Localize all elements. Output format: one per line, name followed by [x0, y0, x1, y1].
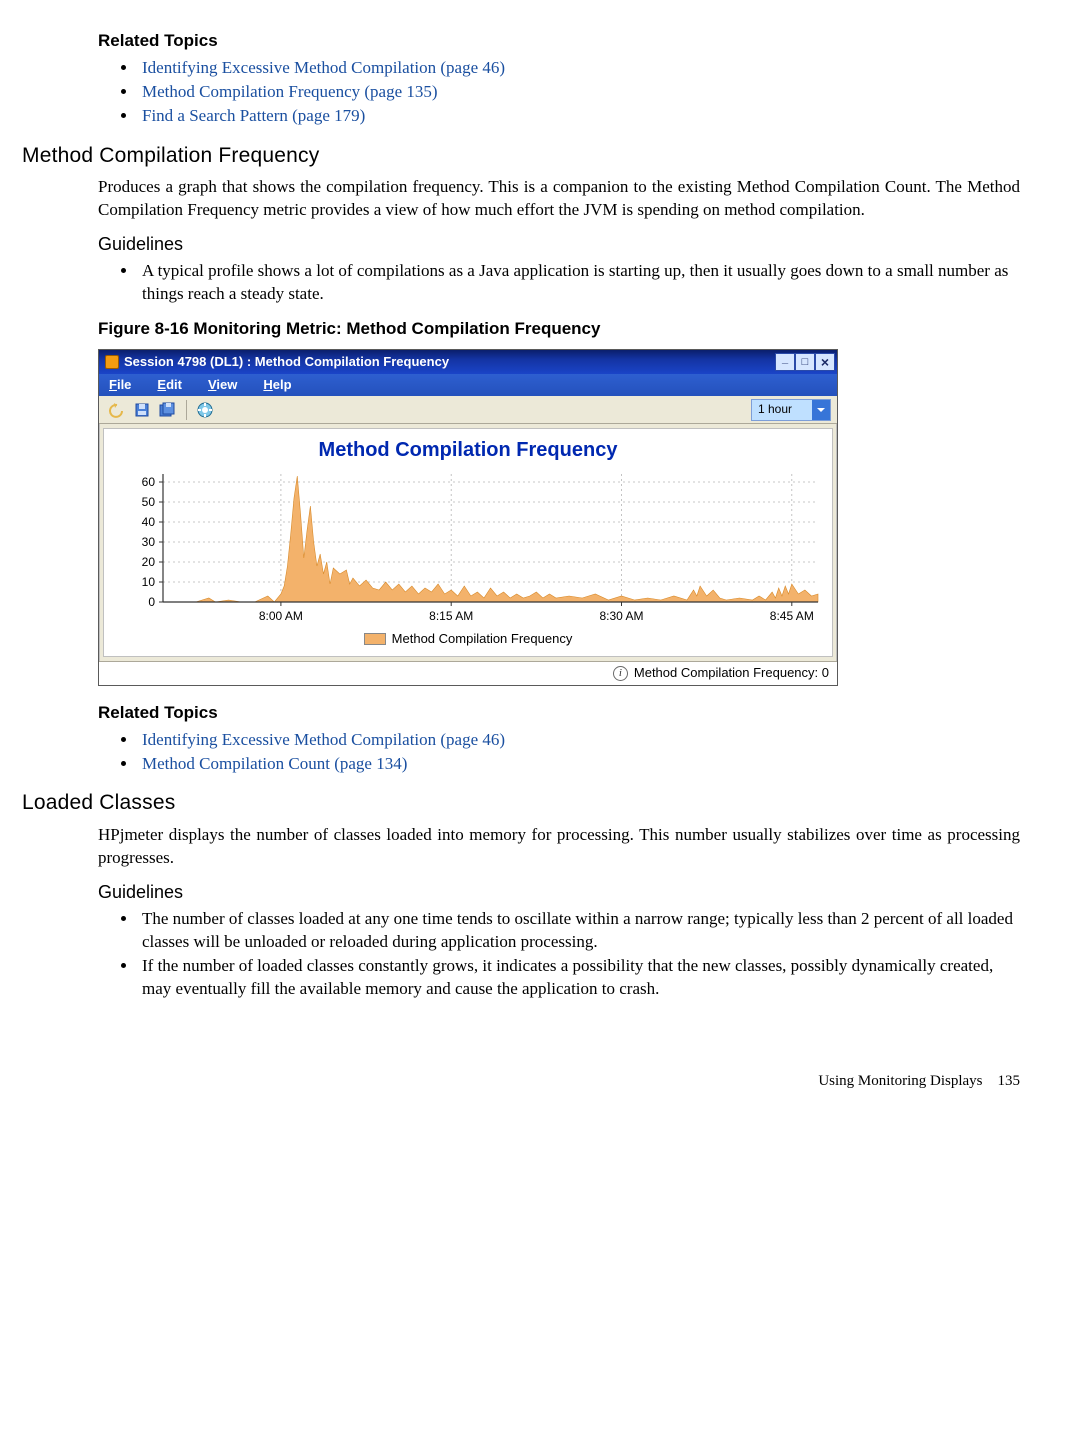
- menu-file[interactable]: File: [109, 376, 131, 394]
- legend-label: Method Compilation Frequency: [392, 630, 573, 648]
- svg-text:40: 40: [142, 515, 156, 529]
- link-rt2-0[interactable]: Identifying Excessive Method Compilation…: [142, 730, 505, 749]
- toolbar-save-icon[interactable]: [131, 399, 153, 421]
- menu-edit[interactable]: Edit: [157, 376, 182, 394]
- guideline-1-0: A typical profile shows a lot of compila…: [138, 260, 1020, 306]
- svg-text:50: 50: [142, 495, 156, 509]
- svg-text:8:00 AM: 8:00 AM: [259, 609, 303, 623]
- section-heading-loaded-classes: Loaded Classes: [22, 789, 1020, 817]
- footer-page: 135: [998, 1073, 1021, 1089]
- link-rt1-2[interactable]: Find a Search Pattern (page 179): [142, 106, 365, 125]
- toolbar: 1 hour: [99, 396, 837, 424]
- app-icon: [105, 355, 119, 369]
- related-topics-list-2: Identifying Excessive Method Compilation…: [98, 729, 1020, 776]
- time-range-combo[interactable]: 1 hour: [751, 399, 831, 421]
- guidelines-heading-2: Guidelines: [98, 880, 1020, 904]
- info-icon: i: [613, 666, 628, 681]
- related-topics-list-1: Identifying Excessive Method Compilation…: [98, 57, 1020, 128]
- link-rt1-1[interactable]: Method Compilation Frequency (page 135): [142, 82, 438, 101]
- window-close-button[interactable]: [815, 353, 835, 371]
- chart-title: Method Compilation Frequency: [108, 437, 828, 464]
- guidelines-list-1: A typical profile shows a lot of compila…: [98, 260, 1020, 306]
- menu-help[interactable]: Help: [263, 376, 291, 394]
- window-title: Session 4798 (DL1) : Method Compilation …: [124, 353, 449, 371]
- svg-text:8:30 AM: 8:30 AM: [599, 609, 643, 623]
- guideline-2-0: The number of classes loaded at any one …: [138, 908, 1020, 954]
- chart-legend: Method Compilation Frequency: [108, 628, 828, 652]
- section1-paragraph: Produces a graph that shows the compilat…: [98, 176, 1020, 222]
- svg-text:10: 10: [142, 575, 156, 589]
- window-minimize-button[interactable]: [775, 353, 795, 371]
- svg-text:20: 20: [142, 555, 156, 569]
- link-rt1-0[interactable]: Identifying Excessive Method Compilation…: [142, 58, 505, 77]
- legend-swatch: [364, 633, 386, 645]
- toolbar-back-icon[interactable]: [105, 399, 127, 421]
- svg-text:30: 30: [142, 535, 156, 549]
- window-maximize-button[interactable]: [795, 353, 815, 371]
- status-text: Method Compilation Frequency: 0: [634, 664, 829, 682]
- toolbar-saveall-icon[interactable]: [157, 399, 179, 421]
- guidelines-list-2: The number of classes loaded at any one …: [98, 908, 1020, 1001]
- status-bar: i Method Compilation Frequency: 0: [99, 661, 837, 685]
- section-heading-compilation-frequency: Method Compilation Frequency: [22, 142, 1020, 170]
- svg-text:60: 60: [142, 475, 156, 489]
- svg-text:8:15 AM: 8:15 AM: [429, 609, 473, 623]
- section2-paragraph: HPjmeter displays the number of classes …: [98, 824, 1020, 870]
- chart-panel: Method Compilation Frequency 0 10 20 30 40 50…: [103, 428, 833, 657]
- svg-text:8:45 AM: 8:45 AM: [770, 609, 814, 623]
- figure-window: Session 4798 (DL1) : Method Compilation …: [98, 349, 838, 686]
- time-range-value: 1 hour: [752, 400, 812, 420]
- chart-plot: 0 10 20 30 40 50 60 8:00 AM 8:15 AM 8:30 AM 8:45 A…: [108, 468, 828, 628]
- figure-caption: Figure 8-16 Monitoring Metric: Method Co…: [98, 318, 1020, 341]
- related-topics-heading-2: Related Topics: [98, 702, 1020, 725]
- toolbar-help-icon[interactable]: [194, 399, 216, 421]
- toolbar-separator: [186, 400, 187, 420]
- page-footer: Using Monitoring Displays 135: [60, 1071, 1020, 1091]
- link-rt2-1[interactable]: Method Compilation Count (page 134): [142, 754, 407, 773]
- menu-view[interactable]: View: [208, 376, 237, 394]
- svg-text:0: 0: [148, 595, 155, 609]
- menu-bar: File Edit View Help: [99, 374, 837, 396]
- guideline-2-1: If the number of loaded classes constant…: [138, 955, 1020, 1001]
- window-titlebar: Session 4798 (DL1) : Method Compilation …: [99, 350, 837, 374]
- footer-text: Using Monitoring Displays: [818, 1073, 982, 1089]
- guidelines-heading-1: Guidelines: [98, 232, 1020, 256]
- related-topics-heading: Related Topics: [98, 30, 1020, 53]
- chevron-down-icon[interactable]: [812, 400, 830, 420]
